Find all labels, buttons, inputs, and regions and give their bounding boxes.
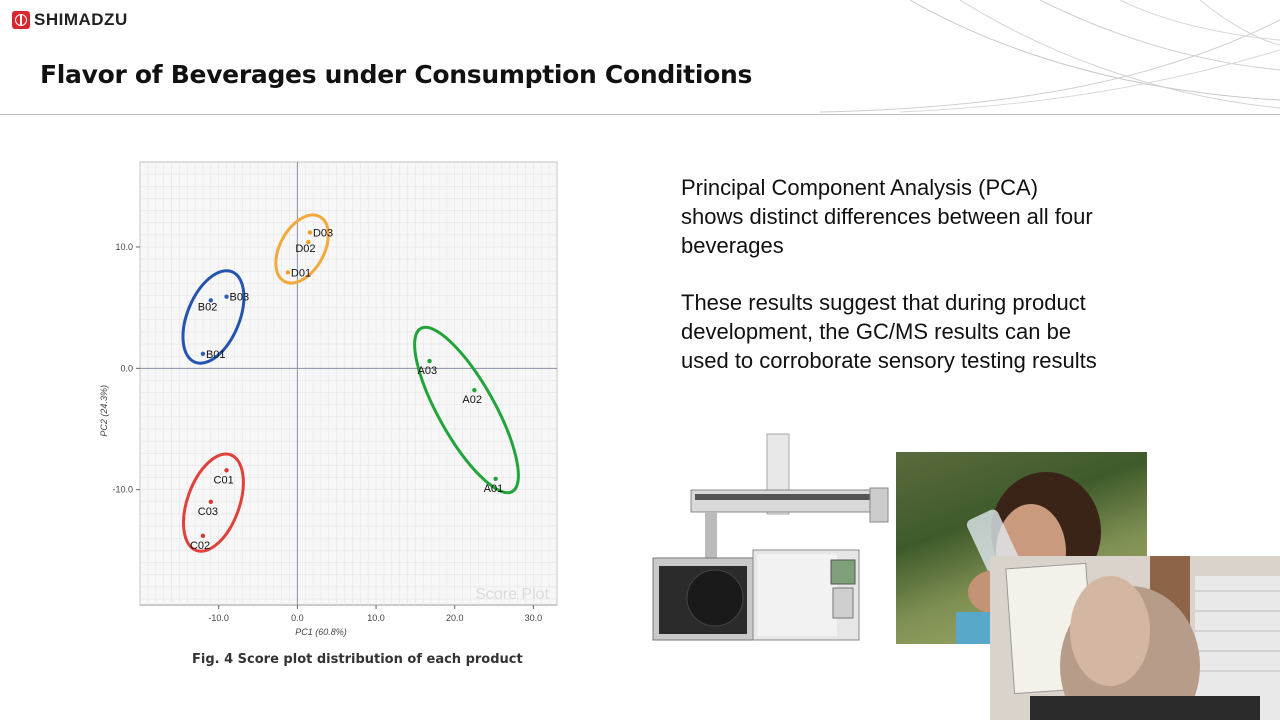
group-b-ellipse: [181, 269, 246, 365]
score-plot-watermark: Score Plot: [475, 586, 549, 603]
point-c02: [200, 533, 206, 539]
point-label-a01: A01: [484, 483, 504, 495]
point-label-a02: A02: [462, 394, 482, 406]
logo-text: SHIMADZU: [34, 10, 128, 29]
point-label-b03: B03: [230, 292, 250, 304]
gcms-instrument-photo: [645, 430, 890, 650]
y-tick-label: 10.0: [115, 242, 133, 252]
x-tick-label: -10.0: [208, 613, 229, 623]
pca-score-plot: -10.0 0.0 10.0 20.0 30.0 10.0 0.0 -10.0 PC1 (60.…: [99, 161, 558, 637]
point-label-a03: A03: [418, 365, 438, 377]
point-label-d03: D03: [313, 227, 333, 239]
point-label-b02: B02: [198, 301, 218, 313]
point-label-d01: D01: [291, 267, 311, 279]
point-d02: [306, 239, 311, 245]
point-label-c03: C03: [198, 506, 218, 518]
point-b01: [200, 351, 206, 356]
group-d-ellipse: [274, 213, 330, 285]
x-tick-label: 20.0: [446, 613, 464, 623]
point-a01: [493, 476, 498, 481]
shimadzu-logo: SHIMADZU: [12, 10, 128, 30]
point-b03: [224, 294, 229, 299]
point-c03: [208, 499, 214, 505]
point-d01: [285, 270, 291, 275]
slide-title: Flavor of Beverages under Consumption Co…: [40, 60, 753, 89]
point-c01: [224, 468, 229, 473]
pca-paragraph: Principal Component Analysis (PCA) shows…: [681, 175, 1093, 258]
point-label-b01: B01: [206, 349, 226, 361]
point-b02: [208, 298, 214, 303]
results-paragraph: These results suggest that during produc…: [681, 290, 1097, 373]
x-tick-label: 10.0: [367, 613, 385, 623]
x-axis-label: PC1 (60.8%): [295, 627, 347, 637]
y-axis-label: PC2 (24.3%): [99, 385, 109, 437]
plot-area: [139, 161, 558, 606]
group-a-ellipse: [413, 325, 520, 495]
point-d03: [307, 230, 313, 235]
presenter-webcam-video[interactable]: [990, 556, 1280, 720]
point-label-c01: C01: [214, 474, 234, 486]
figure-caption: Fig. 4 Score plot distribution of each p…: [192, 652, 523, 667]
x-tick-label: 30.0: [525, 613, 543, 623]
point-a02: [472, 387, 477, 393]
shimadzu-logo-icon: [12, 11, 30, 29]
point-a03: [427, 358, 432, 364]
header-swoosh-decoration: [819, 0, 1280, 113]
point-label-d02: D02: [295, 243, 315, 255]
y-tick-label: 0.0: [120, 363, 133, 373]
point-label-c02: C02: [190, 540, 210, 552]
y-tick-label: -10.0: [112, 485, 133, 495]
group-c-ellipse: [182, 452, 245, 553]
title-divider: [0, 114, 1280, 115]
x-tick-label: 0.0: [291, 613, 304, 623]
